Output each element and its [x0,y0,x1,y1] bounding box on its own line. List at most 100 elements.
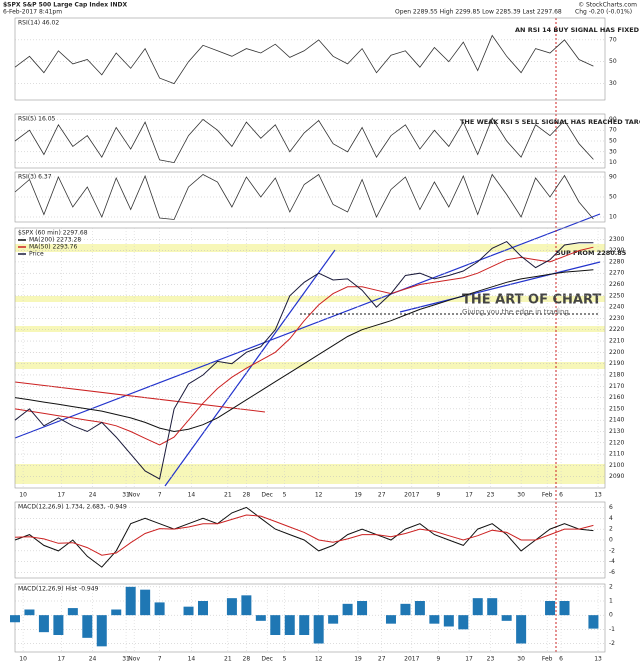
panel-title: $SPX (60 min) 2297.68 [18,230,88,237]
bar [226,598,237,616]
line [14,514,594,556]
y-tick-label: 2 [609,526,613,533]
x-tick-label: 27 [378,492,386,499]
y-tick-label: 2270 [609,270,624,277]
bar [255,615,266,621]
y-tick-label: 4 [609,515,613,522]
bar [313,615,324,644]
bar [487,598,498,616]
x-tick-label: 2017 [404,656,419,663]
bar [429,615,440,624]
change: Chg -0.20 (-0.01%) [575,9,632,16]
bar [501,615,512,621]
y-tick-label: 2130 [609,428,624,435]
x-tick-label: 5 [283,492,287,499]
bar [385,615,396,624]
panel-title: RSI(5) 16.05 [18,116,56,123]
x-tick-label: 30 [517,492,525,499]
y-tick-label: 90 [609,116,617,123]
x-tick-label: 14 [188,492,196,499]
bar [400,603,411,616]
y-tick-label: 2140 [609,417,624,424]
y-tick-label: -2 [609,640,615,647]
x-tick-label: 7 [158,656,162,663]
panel-frame [14,17,606,101]
y-tick-label: 1 [609,598,613,605]
y-tick-label: 70 [609,36,617,43]
y-tick-label: 2160 [609,394,624,401]
x-tick-label: 19 [354,492,362,499]
line [14,173,594,220]
bar [154,602,165,616]
bar [559,601,570,616]
x-tick-label: 31 [122,656,130,663]
x-tick-label: 5 [283,656,287,663]
x-tick-label: 31 [122,492,130,499]
x-tick-label: 17 [465,656,473,663]
panel-title: MACD(12,26,9) Hist -0.949 [18,586,99,593]
annotation: SUP FROM 2280.85 [556,249,627,257]
y-tick-label: 0 [609,537,613,544]
y-tick-label: 2250 [609,292,624,299]
y-tick-label: 30 [609,80,617,87]
x-tick-label: 24 [89,492,97,499]
y-tick-label: 30 [609,148,617,155]
y-tick-label: 0 [609,612,613,619]
annotation: THE WEAK RSI 5 SELL SIGNAL HAS REACHED T… [460,118,640,126]
timestamp: 6-Feb-2017 8:41pm [3,9,62,16]
x-tick-label: 13 [594,492,602,499]
line [14,246,594,446]
y-tick-label: 6 [609,504,613,511]
bar [82,615,93,638]
x-tick-label: 2017 [404,492,419,499]
bar [588,615,599,629]
x-tick-label: 10 [19,656,27,663]
line [14,269,594,433]
x-tick-label: 10 [19,492,27,499]
logo-title: THE ART OF CHART [462,293,601,308]
bar [458,615,469,630]
line [14,506,594,568]
y-tick-label: 2170 [609,383,624,390]
x-tick-label: 28 [243,492,251,499]
panel-frame [14,227,606,489]
x-tick-label: 13 [594,656,602,663]
y-tick-label: 2220 [609,326,624,333]
line [14,117,594,164]
bar [328,615,339,624]
line [14,34,594,85]
x-tick-label: 17 [465,492,473,499]
y-tick-label: 2110 [609,451,624,458]
x-tick-label: 17 [57,656,65,663]
panel-title: MACD(12,26,9) 1.734, 2.683, -0.949 [18,504,127,511]
y-tick-label: 10 [609,159,617,166]
bar [516,615,527,644]
y-tick-label: 2300 [609,236,624,243]
bar [24,609,35,616]
y-tick-label: -4 [609,558,615,565]
x-tick-label: 6 [559,492,563,499]
bar [53,615,64,635]
y-tick-label: 2100 [609,462,624,469]
quote: Open 2289.55 High 2299.85 Low 2285.39 La… [395,9,562,16]
y-tick-label: -1 [609,626,615,633]
y-tick-label: 2190 [609,360,624,367]
y-tick-label: -6 [609,569,615,576]
decor [14,18,605,652]
bar [299,615,310,635]
annotation: AN RSI 14 BUY SIGNAL HAS FIXED [515,26,640,34]
x-tick-label: 24 [89,656,97,663]
bar [10,615,20,623]
y-tick-label: 2200 [609,349,624,356]
x-tick-label: Nov [128,492,140,499]
bar [125,586,136,616]
bar [38,615,49,633]
x-tick-label: 27 [378,656,386,663]
panel-title: RSI(3) 6.37 [18,174,52,181]
x-tick-label: 14 [188,656,196,663]
x-tick-label: 21 [224,656,232,663]
x-tick-label: 23 [487,492,495,499]
x-tick-label: 9 [436,656,440,663]
line [14,240,594,480]
